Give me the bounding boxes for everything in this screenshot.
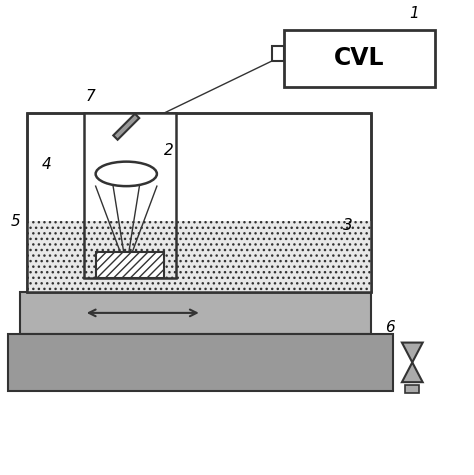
Bar [273,46,284,61]
Bar [84,113,176,277]
Polygon shape [113,114,139,140]
Bar [84,221,176,277]
Polygon shape [402,342,423,362]
Ellipse shape [96,162,157,186]
Text: 3: 3 [343,218,353,233]
Bar [27,113,371,292]
Bar [20,292,371,334]
Bar [27,221,371,292]
Bar [9,334,392,390]
Bar [84,113,176,277]
Text: 2: 2 [164,143,173,158]
Polygon shape [402,362,423,382]
Text: 1: 1 [409,6,419,21]
Text: 5: 5 [10,213,20,228]
Text: 4: 4 [41,157,51,172]
Bar [284,30,435,87]
Bar [27,113,371,292]
Text: CVL: CVL [334,47,385,70]
Bar [96,252,164,277]
Bar [405,385,419,393]
Text: 7: 7 [86,89,96,104]
Text: 6: 6 [385,320,395,334]
